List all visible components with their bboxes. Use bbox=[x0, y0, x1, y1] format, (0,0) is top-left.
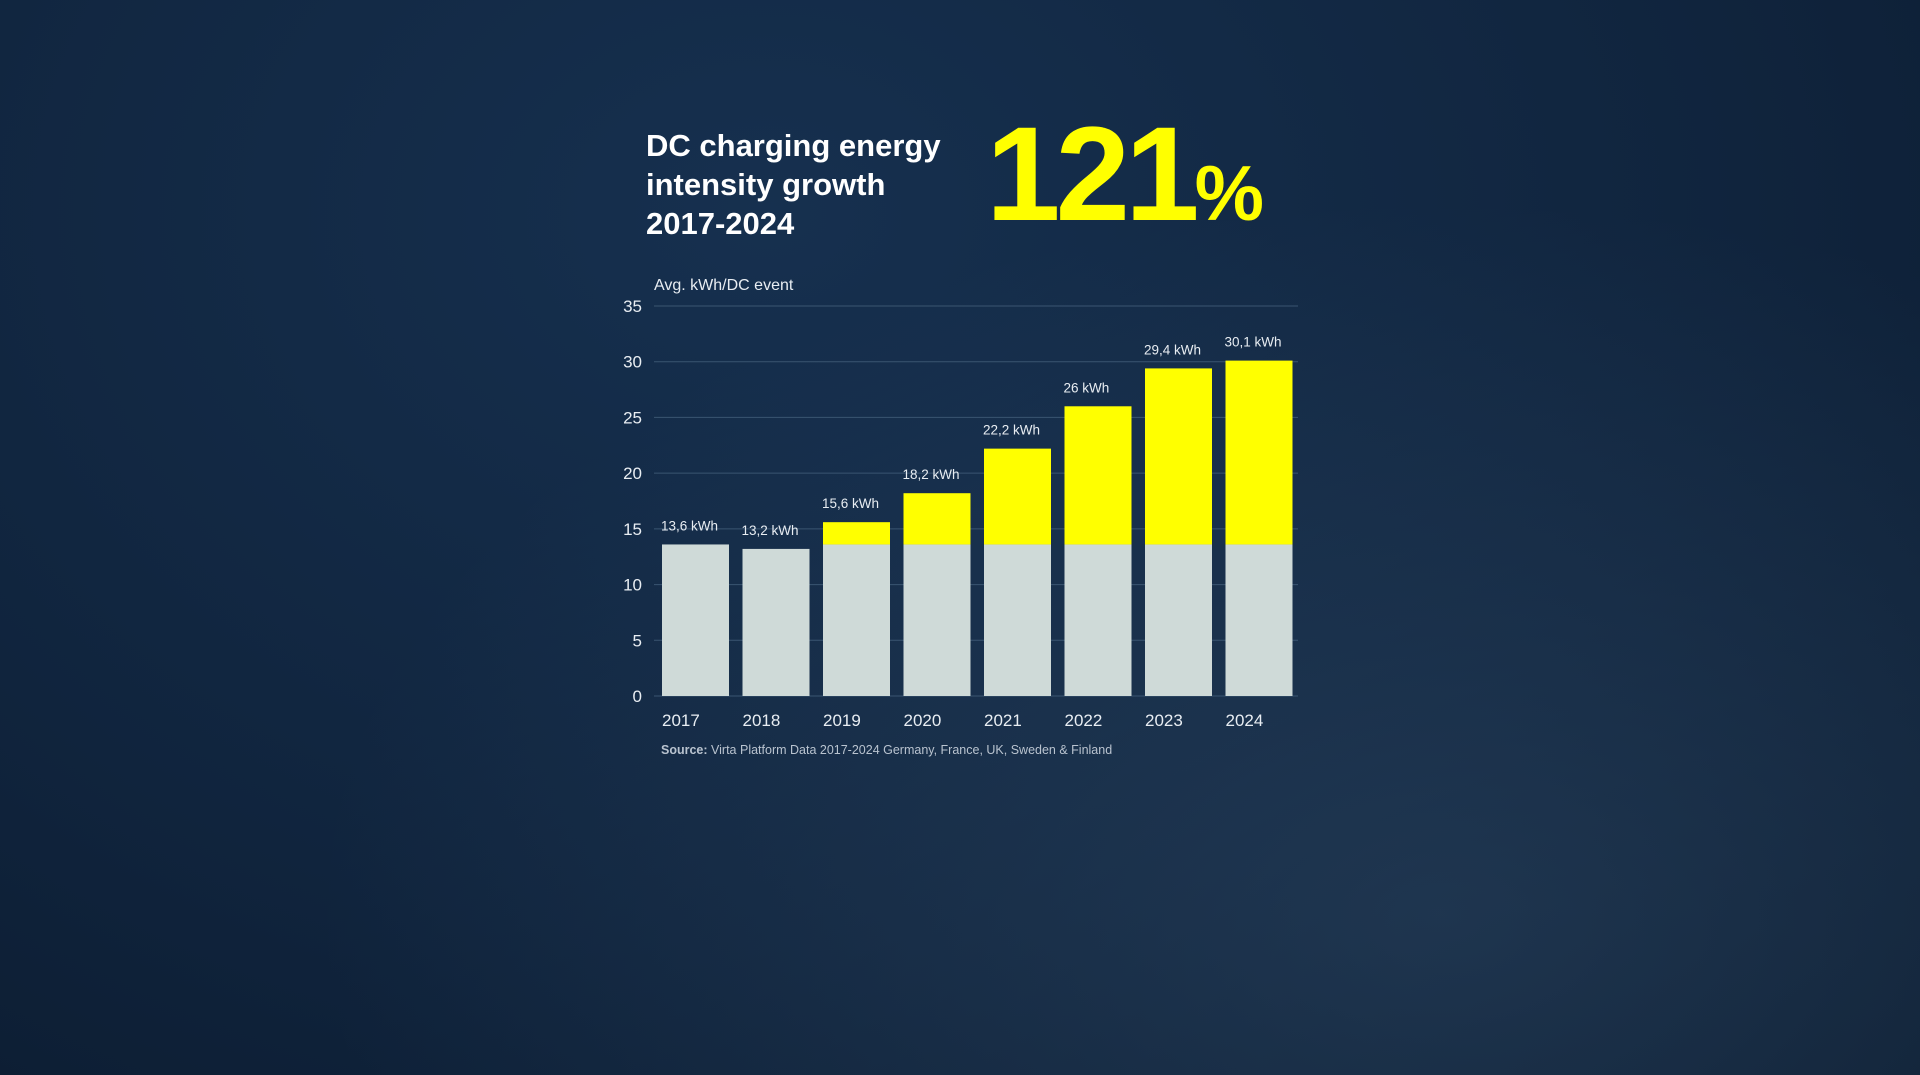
y-tick-label: 15 bbox=[623, 520, 642, 539]
bar-base-2019 bbox=[823, 544, 890, 696]
source-label: Source: bbox=[661, 743, 708, 757]
x-tick-label-2021: 2021 bbox=[984, 711, 1022, 728]
x-tick-label-2020: 2020 bbox=[904, 711, 942, 728]
y-tick-label: 35 bbox=[623, 297, 642, 316]
data-label-2019: 15,6 kWh bbox=[822, 496, 879, 511]
bar-chart: Avg. kWh/DC event 0 5 10 15 20 25 30 35 13,6 kWh 2… bbox=[623, 277, 1298, 728]
data-label-2020: 18,2 kWh bbox=[903, 467, 960, 482]
growth-stat-unit: % bbox=[1194, 149, 1264, 237]
chart-title-line-3: 2017-2024 bbox=[646, 206, 795, 241]
x-tick-label-2023: 2023 bbox=[1145, 711, 1183, 728]
x-tick-label-2019: 2019 bbox=[823, 711, 861, 728]
y-tick-label: 25 bbox=[623, 408, 642, 427]
source-note: Source: Virta Platform Data 2017-2024 Ge… bbox=[661, 743, 1112, 757]
x-tick-label-2022: 2022 bbox=[1065, 711, 1103, 728]
growth-stat: 121% bbox=[986, 108, 1264, 260]
bar-growth-2024 bbox=[1225, 360, 1293, 545]
y-tick-label: 30 bbox=[623, 353, 642, 372]
bar-growth-2019 bbox=[823, 522, 890, 545]
x-tick-label-2018: 2018 bbox=[743, 711, 781, 728]
data-label-2017: 13,6 kWh bbox=[661, 518, 718, 533]
y-tick-label: 10 bbox=[623, 576, 642, 595]
growth-stat-value: 121 bbox=[986, 100, 1200, 249]
y-tick-label: 5 bbox=[633, 631, 642, 650]
y-tick-label: 20 bbox=[623, 464, 642, 483]
bar-base-2022 bbox=[1064, 544, 1132, 696]
bar-growth-2021 bbox=[984, 448, 1051, 545]
data-label-2024: 30,1 kWh bbox=[1225, 335, 1282, 350]
bar-growth-2022 bbox=[1064, 406, 1132, 545]
y-tick-label: 0 bbox=[633, 687, 642, 706]
chart-title-line-1: DC charging energy bbox=[646, 128, 941, 163]
x-tick-label-2024: 2024 bbox=[1226, 711, 1264, 728]
source-text: Virta Platform Data 2017-2024 Germany, F… bbox=[711, 743, 1113, 757]
bar-base-2024 bbox=[1225, 544, 1293, 696]
data-label-2018: 13,2 kWh bbox=[742, 523, 799, 538]
bar-base-2021 bbox=[984, 544, 1051, 696]
data-label-2023: 29,4 kWh bbox=[1144, 342, 1201, 357]
bar-base-2023 bbox=[1145, 544, 1212, 696]
bar-base-2017 bbox=[662, 544, 729, 696]
bar-base-2018 bbox=[742, 548, 810, 696]
bar-growth-2023 bbox=[1145, 368, 1212, 545]
data-label-2021: 22,2 kWh bbox=[983, 423, 1040, 438]
data-label-2022: 26 kWh bbox=[1064, 380, 1110, 395]
x-tick-label-2017: 2017 bbox=[662, 711, 700, 728]
y-axis-label: Avg. kWh/DC event bbox=[654, 277, 794, 294]
chart-title: DC charging energy intensity growth 2017… bbox=[646, 126, 986, 243]
chart-title-line-2: intensity growth bbox=[646, 167, 886, 202]
bar-base-2020 bbox=[903, 544, 971, 696]
bar-growth-2020 bbox=[903, 493, 971, 545]
